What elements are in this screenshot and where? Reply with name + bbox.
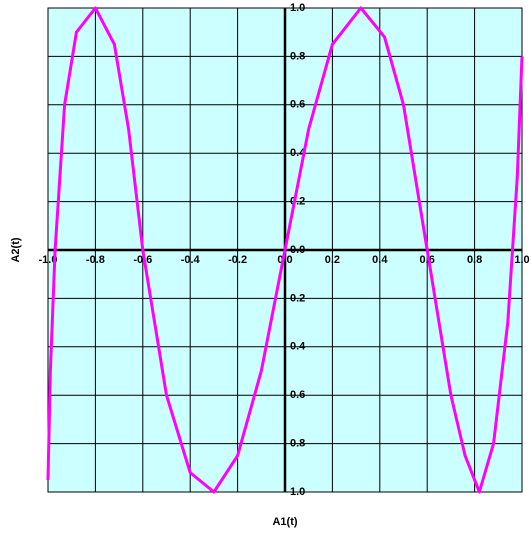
x-tick-label: 0.2 <box>325 254 340 266</box>
y-tick-label: 0.6 <box>290 99 305 111</box>
x-tick-label: -0.2 <box>228 254 247 266</box>
x-tick-label: 0.4 <box>372 254 388 266</box>
y-tick-label: 1.0 <box>290 2 305 14</box>
y-tick-label: 0.2 <box>290 292 305 304</box>
x-tick-label: -0.4 <box>181 254 201 266</box>
x-tick-label: 0.8 <box>467 254 482 266</box>
y-tick-label: 0.4 <box>290 341 306 353</box>
y-tick-label: 0.6 <box>290 389 305 401</box>
x-tick-label: -1.0 <box>39 254 58 266</box>
x-tick-label: 1.0 <box>514 254 529 266</box>
y-axis-label: A2(t) <box>10 237 22 262</box>
x-axis-label: A1(t) <box>272 516 297 528</box>
data-line <box>46 6 524 494</box>
y-tick-label: 0.8 <box>290 50 305 62</box>
y-tick-label: 1.0 <box>290 486 305 498</box>
x-tick-label: -0.8 <box>86 254 105 266</box>
y-tick-label: 0.8 <box>290 438 305 450</box>
x-tick-label: 0.6 <box>420 254 435 266</box>
x-tick-label: -0.6 <box>133 254 152 266</box>
